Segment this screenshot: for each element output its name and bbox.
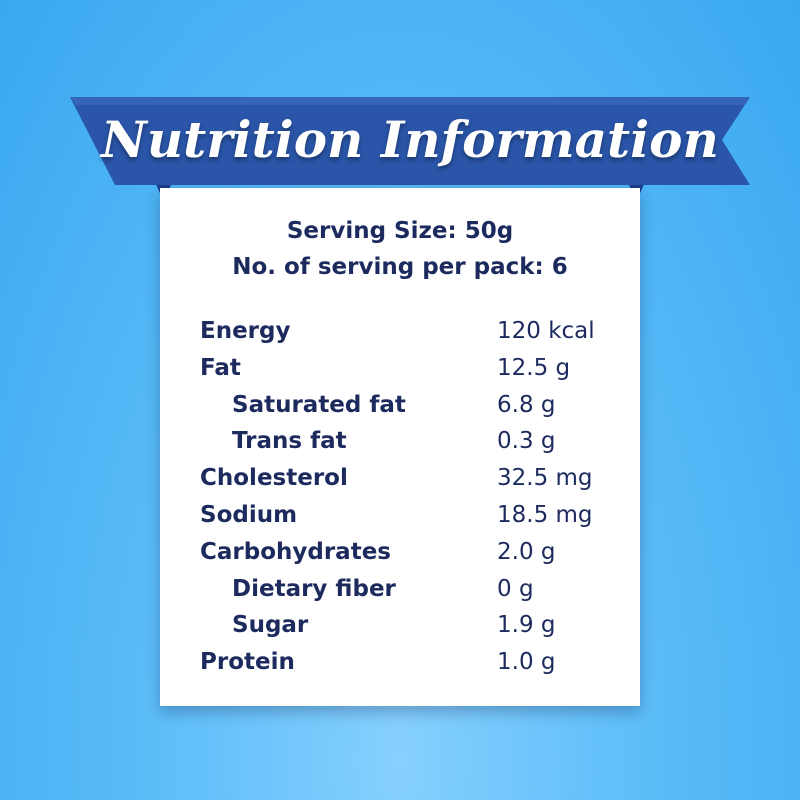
nutrient-value: 12.5 g xyxy=(497,354,571,381)
sub-nutrient-label: Trans fat xyxy=(232,428,347,455)
sub-nutrient-label: Dietary fiber xyxy=(232,575,396,602)
sub-nutrient-value: 0 g xyxy=(497,575,534,602)
sub-nutrient-label: Sugar xyxy=(232,612,309,639)
nutrient-label: Fat xyxy=(200,354,241,381)
nutrient-value: 32.5 mg xyxy=(497,465,593,492)
nutrient-label: Cholesterol xyxy=(200,465,348,492)
sub-nutrient-value: 0.3 g xyxy=(497,428,556,455)
sub-nutrient-value: 1.9 g xyxy=(497,612,556,639)
serving-size: Serving Size: 50g xyxy=(286,218,514,244)
nutrient-label: Sodium xyxy=(200,502,298,528)
nutrient-value: 2.0 g xyxy=(497,538,556,565)
nutrient-label: Energy xyxy=(200,318,291,344)
nutrient-value: 18.5 mg xyxy=(497,502,593,528)
nutrient-value: 120 kcal xyxy=(497,318,595,344)
ribbon-band xyxy=(70,97,750,185)
nutrient-value: 1.0 g xyxy=(497,649,556,676)
sub-nutrient-label: Saturated fat xyxy=(232,391,406,418)
ribbon-highlight xyxy=(70,97,750,105)
title: Nutrition Information xyxy=(101,110,719,169)
servings-per-pack: No. of serving per pack: 6 xyxy=(232,254,568,280)
nutrient-label: Carbohydrates xyxy=(200,538,391,565)
sub-nutrient-value: 6.8 g xyxy=(497,391,556,418)
nutrient-label: Protein xyxy=(200,649,295,676)
card: Serving Size: 50g No. of serving per pac… xyxy=(160,188,640,706)
